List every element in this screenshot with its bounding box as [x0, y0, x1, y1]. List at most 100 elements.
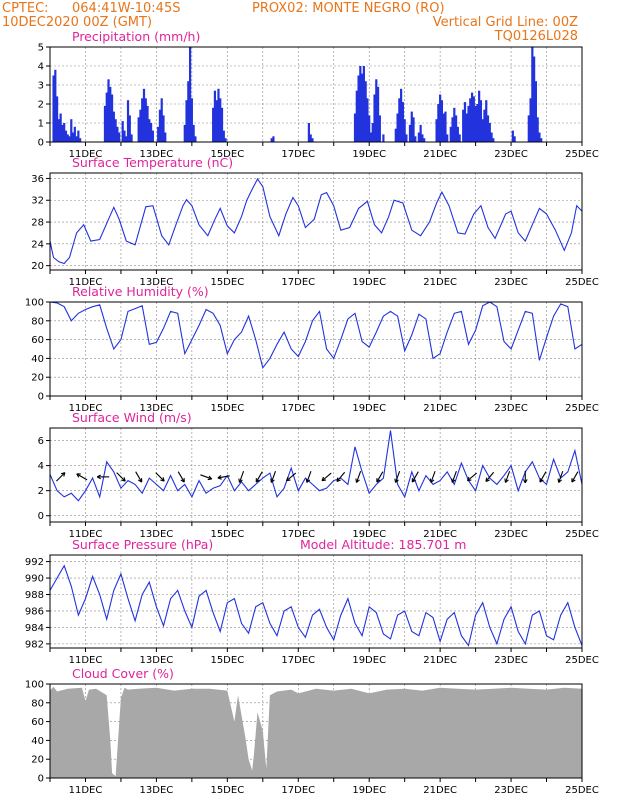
- precipitation-bar: [376, 86, 380, 142]
- precipitation-bar: [63, 123, 66, 142]
- precipitation-bar: [463, 102, 467, 142]
- humidity-xtick-label: 25DEC: [565, 403, 599, 414]
- precipitation-bar: [79, 138, 82, 142]
- pressure-xtick-label: 25DEC: [565, 655, 599, 666]
- precipitation-ytick-label: 4: [38, 62, 44, 73]
- precipitation-bar: [183, 124, 186, 142]
- precipitation-bar: [440, 100, 444, 142]
- temperature-ytick-label: 36: [31, 174, 44, 185]
- wind-arrow: [394, 471, 401, 483]
- precipitation-bar: [220, 107, 224, 142]
- temperature-xtick-label: 25DEC: [565, 277, 599, 288]
- precipitation-bar: [309, 134, 312, 142]
- precipitation-bar: [486, 115, 490, 142]
- precipitation-bar: [538, 132, 541, 142]
- precipitation-bar: [194, 136, 197, 142]
- temperature-xtick-label: 17DEC: [281, 277, 315, 288]
- precipitation-bar: [513, 136, 516, 142]
- temperature-ytick-label: 28: [31, 218, 44, 229]
- precipitation-bar: [529, 98, 532, 142]
- wind-ytick-label: 0: [38, 511, 44, 522]
- precipitation-bar: [164, 132, 167, 142]
- precipitation-title: Precipitation (mm/h): [72, 29, 200, 44]
- precipitation-bar: [185, 100, 188, 142]
- humidity-xtick-label: 11DEC: [69, 403, 103, 414]
- precipitation-bar: [405, 134, 408, 142]
- precipitation-bar: [439, 94, 442, 142]
- wind-arrow: [200, 474, 213, 481]
- precipitation-bar: [378, 115, 381, 142]
- wind-arrow: [485, 471, 495, 482]
- precipitation-bar: [57, 119, 60, 142]
- wind-arrow: [270, 471, 277, 483]
- humidity-title: Relative Humidity (%): [72, 284, 209, 299]
- precipitation-bar: [139, 109, 142, 142]
- wind-xtick-label: 17DEC: [281, 529, 315, 540]
- precipitation-bar: [109, 86, 112, 142]
- cloud-cover-frame: [49, 683, 583, 779]
- humidity-xtick-label: 17DEC: [281, 403, 315, 414]
- humidity-ytick-label: 0: [38, 392, 44, 403]
- temperature-xtick-label: 15DEC: [210, 277, 244, 288]
- header-station: PROX02: MONTE NEGRO (RO): [252, 1, 445, 16]
- pressure-xtick-label: 11DEC: [69, 655, 103, 666]
- precipitation-bar: [361, 73, 364, 142]
- precipitation-bar: [137, 117, 140, 142]
- wind-series-line: [50, 430, 582, 502]
- precipitation-bar: [368, 115, 371, 142]
- humidity-ytick-label: 20: [31, 373, 44, 384]
- wind-arrow: [321, 472, 332, 482]
- precipitation-ytick-label: 5: [38, 43, 44, 54]
- precipitation-bar: [465, 113, 468, 142]
- wind-arrow: [429, 471, 436, 483]
- precipitation-bar: [54, 69, 57, 142]
- precipitation-bar: [311, 138, 314, 142]
- precipitation-bar: [272, 136, 275, 142]
- temperature-xtick-label: 19DEC: [352, 277, 386, 288]
- pressure-subtitle: Model Altitude: 185.701 m: [300, 537, 466, 552]
- precipitation-bar: [479, 100, 483, 142]
- wind-arrow: [96, 474, 110, 480]
- precipitation-bar: [222, 130, 225, 142]
- cloud-cover-xtick-label: 25DEC: [565, 785, 599, 796]
- precipitation-bar: [73, 126, 76, 142]
- wind-xtick-label: 25DEC: [565, 529, 599, 540]
- precipitation-xtick-label: 21DEC: [423, 149, 457, 160]
- precipitation-bar: [469, 98, 472, 142]
- precipitation-bar: [454, 115, 458, 142]
- panel-humidity: Relative Humidity (%) 11DEC 13DEC 15DEC 17DE…: [25, 284, 599, 414]
- precipitation-bar: [456, 126, 459, 142]
- precipitation-bar: [435, 119, 438, 142]
- pressure-xtick-label: 15DEC: [210, 655, 244, 666]
- precipitation-bar: [488, 123, 491, 142]
- precipitation-bar: [396, 113, 399, 142]
- precipitation-ytick-label: 3: [38, 81, 44, 92]
- wind-xtick-label: 23DEC: [494, 529, 528, 540]
- wind-arrow: [336, 471, 346, 482]
- precipitation-bar: [142, 88, 146, 142]
- wind-xtick-label: 15DEC: [210, 529, 244, 540]
- precipitation-bar: [453, 107, 456, 142]
- wind-arrow: [376, 471, 384, 483]
- precipitation-bar: [458, 134, 461, 142]
- panels: Precipitation (mm/h) 11DEC 13DEC 15DEC 17DEC…: [25, 29, 599, 796]
- precipitation-bar: [112, 111, 115, 142]
- humidity-ytick-label: 80: [31, 316, 44, 327]
- humidity-xtick-label: 21DEC: [423, 403, 457, 414]
- panel-wind: Surface Wind (m/s) 11DEC 13DEC 15DEC 17DEC 19…: [38, 410, 599, 540]
- wind-arrow: [177, 471, 185, 483]
- header-source: CPTEC:: [2, 1, 49, 16]
- precipitation-bar: [149, 123, 153, 142]
- precipitation-bar: [307, 123, 311, 142]
- precipitation-bar: [353, 113, 357, 142]
- temperature-ytick-label: 24: [31, 239, 44, 250]
- header-grid-note: Vertical Grid Line: 00Z: [433, 15, 578, 30]
- pressure-ytick-label: 986: [25, 606, 44, 617]
- header-run: 10DEC2020 00Z (GMT): [2, 15, 152, 30]
- wind-arrow: [571, 471, 579, 483]
- precipitation-bar: [215, 100, 218, 142]
- precipitation-bar: [476, 104, 479, 142]
- precipitation-bar: [64, 130, 68, 142]
- wind-arrow: [155, 472, 165, 482]
- precipitation-bar: [157, 126, 160, 142]
